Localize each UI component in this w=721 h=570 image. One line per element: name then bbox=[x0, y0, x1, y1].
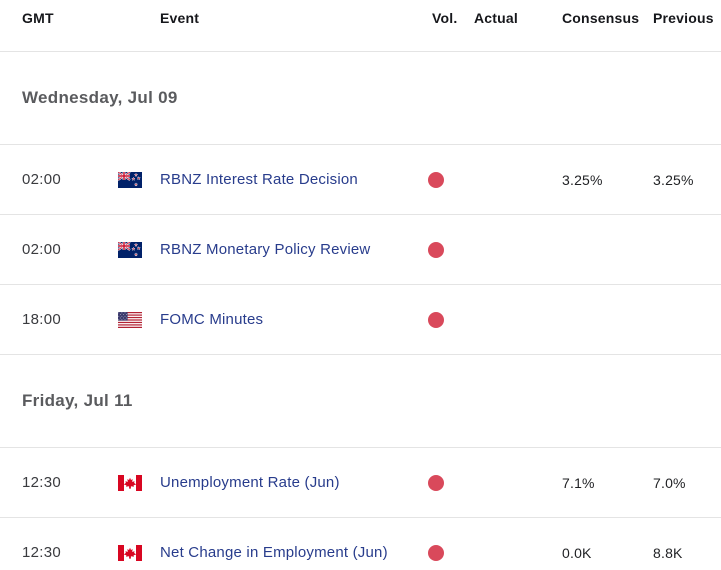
date-section-header: Wednesday, Jul 09 bbox=[0, 51, 721, 144]
united-states-flag-icon bbox=[118, 311, 142, 328]
consensus-value: 7.1% bbox=[562, 474, 595, 491]
column-header-event: Event bbox=[160, 10, 200, 26]
column-header-gmt: GMT bbox=[22, 10, 54, 26]
event-time: 12:30 bbox=[22, 474, 62, 491]
previous-value: 3.25% bbox=[653, 171, 694, 188]
event-link[interactable]: Unemployment Rate (Jun) bbox=[160, 474, 340, 491]
canada-flag-icon bbox=[118, 474, 142, 491]
event-row: 12:30 Unemployment Rate (Jun) 7.1% 7.0% bbox=[0, 447, 721, 517]
new-zealand-flag-icon bbox=[118, 171, 142, 188]
column-header-previous: Previous bbox=[653, 10, 714, 26]
column-header-consensus: Consensus bbox=[562, 10, 640, 26]
date-section-header: Friday, Jul 11 bbox=[0, 354, 721, 447]
column-header-vol: Vol. bbox=[432, 10, 458, 26]
consensus-value: 0.0K bbox=[562, 544, 592, 561]
event-row: 02:00 RBNZ Interest Rate Decision 3.25% … bbox=[0, 144, 721, 214]
table-header: GMT Event Vol. Actual Consensus Previous bbox=[0, 0, 721, 51]
event-link[interactable]: RBNZ Interest Rate Decision bbox=[160, 171, 358, 188]
previous-value: 8.8K bbox=[653, 544, 683, 561]
date-label: Friday, Jul 11 bbox=[22, 391, 133, 410]
canada-flag-icon bbox=[118, 544, 142, 561]
column-header-actual: Actual bbox=[474, 10, 518, 26]
event-row: 18:00 FOMC Minutes bbox=[0, 284, 721, 354]
new-zealand-flag-icon bbox=[118, 241, 142, 258]
event-time: 02:00 bbox=[22, 171, 62, 188]
calendar-body: Wednesday, Jul 09 02:00 RBNZ Interest Ra… bbox=[0, 51, 721, 570]
volatility-high-icon bbox=[428, 544, 444, 561]
event-row: 12:30 Net Change in Employment (Jun) 0.0… bbox=[0, 517, 721, 570]
event-link[interactable]: RBNZ Monetary Policy Review bbox=[160, 241, 371, 258]
event-time: 12:30 bbox=[22, 544, 62, 561]
event-row: 02:00 RBNZ Monetary Policy Review bbox=[0, 214, 721, 284]
volatility-high-icon bbox=[428, 474, 444, 491]
consensus-value: 3.25% bbox=[562, 171, 603, 188]
volatility-high-icon bbox=[428, 171, 444, 188]
event-link[interactable]: Net Change in Employment (Jun) bbox=[160, 544, 388, 561]
volatility-high-icon bbox=[428, 311, 444, 328]
previous-value: 7.0% bbox=[653, 474, 686, 491]
event-time: 02:00 bbox=[22, 241, 62, 258]
event-link[interactable]: FOMC Minutes bbox=[160, 311, 264, 328]
event-time: 18:00 bbox=[22, 311, 62, 328]
volatility-high-icon bbox=[428, 241, 444, 258]
date-label: Wednesday, Jul 09 bbox=[22, 88, 178, 107]
